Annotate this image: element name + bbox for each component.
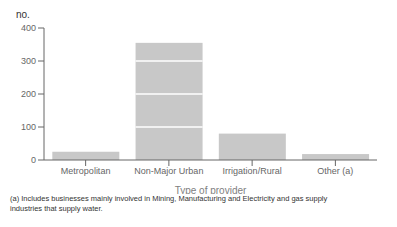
svg-text:0: 0	[31, 155, 36, 165]
svg-text:100: 100	[21, 122, 36, 132]
svg-text:Metropolitan: Metropolitan	[61, 166, 111, 176]
svg-text:200: 200	[21, 89, 36, 99]
html-text:industries that supply water.: industries that supply water.	[10, 204, 103, 213]
html-text:(a) Includes businesses mainly: (a) Includes businesses mainly involved …	[10, 194, 328, 203]
html-text:no.: no.	[16, 9, 30, 20]
svg-text:Other (a): Other (a)	[317, 166, 353, 176]
svg-text:400: 400	[21, 23, 36, 33]
svg-text:Non-Major Urban: Non-Major Urban	[134, 166, 203, 176]
svg-text:Irrigation/Rural: Irrigation/Rural	[223, 166, 282, 176]
svg-text:Type of provider: Type of provider	[175, 185, 247, 194]
svg-text:300: 300	[21, 56, 36, 66]
